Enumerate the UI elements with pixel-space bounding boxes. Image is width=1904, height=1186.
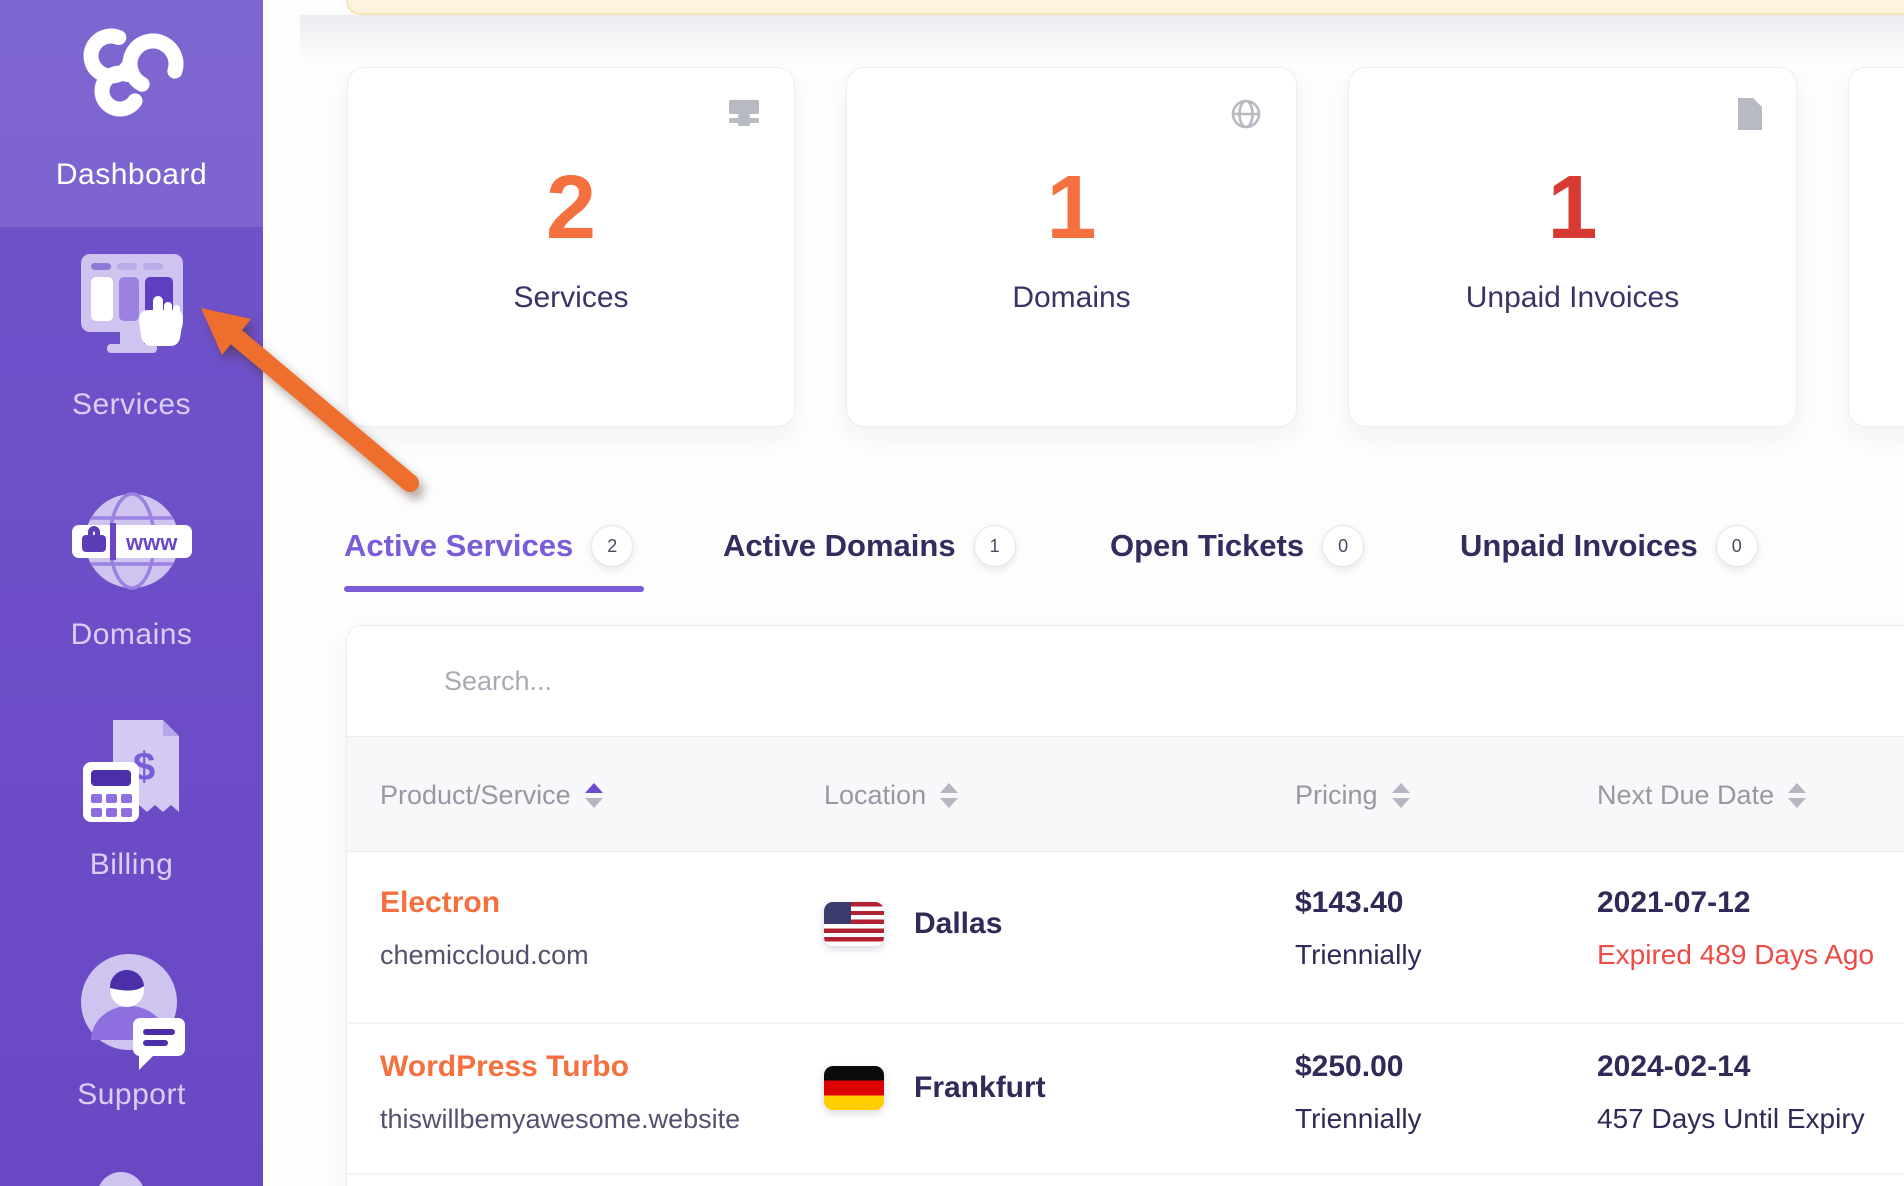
table-header: Product/Service Location Pricing Next Du… [347,736,1904,852]
annotation-arrow [201,308,419,492]
sort-icon [1788,782,1807,808]
location-name: Dallas [914,907,1003,940]
location-name: Frankfurt [914,1071,1046,1104]
column-header-next-due-date[interactable]: Next Due Date [1597,737,1807,853]
tab-open-tickets[interactable]: Open Tickets 0 [1110,519,1365,573]
sidebar-item-billing[interactable]: Billing [89,848,174,881]
tab-count-badge: 0 [1715,525,1758,567]
logo-icon [83,28,183,117]
next-due-date: 2024-02-14 [1597,1050,1751,1083]
column-header-pricing[interactable]: Pricing [1295,737,1410,853]
sort-icon [940,782,959,808]
svg-text:www: www [125,530,178,555]
stat-card-domains[interactable]: 1 Domains [846,67,1297,427]
chemicloud-logo[interactable] [0,26,263,121]
stat-card-services[interactable]: 2 Services [347,67,795,427]
stat-card-unpaid-invoices[interactable]: 1 Unpaid Invoices [1348,67,1797,427]
tab-label: Active Services [344,528,574,563]
billing-icon: $ [0,714,263,826]
column-header-product-service[interactable]: Product/Service [380,737,603,853]
tab-label: Open Tickets [1110,528,1305,563]
sidebar: Dashboard Services [0,0,263,1186]
germany-flag-icon [824,1066,884,1110]
table-row[interactable]: WordPress Turbo thiswillbemyawesome.webs… [347,1024,1904,1175]
server-icon [728,98,760,133]
search-row [347,626,1904,736]
sidebar-item-domains[interactable]: Domains [70,618,193,651]
stat-card-label: Domains [1012,281,1131,314]
globe-icon [1230,98,1262,135]
sort-icon [584,782,603,808]
billing-cycle: Triennially [1295,939,1422,970]
expiry-status: 457 Days Until Expiry [1597,1103,1865,1134]
tab-active-services[interactable]: Active Services 2 [344,519,634,573]
notification-banner [346,0,1904,15]
tab-count-badge: 0 [1322,525,1365,567]
sidebar-item-dashboard[interactable]: Dashboard [55,158,208,191]
service-name-link[interactable]: WordPress Turbo [380,1050,629,1083]
expiry-status: Expired 489 Days Ago [1597,939,1875,970]
sidebar-next-item-icon [97,1172,145,1186]
tab-count-badge: 1 [973,525,1016,567]
search-input[interactable] [444,626,1844,736]
stat-card-partial [1848,67,1904,427]
services-count: 2 [545,158,597,258]
tab-unpaid-invoices[interactable]: Unpaid Invoices 0 [1460,519,1758,573]
active-tab-underline [344,586,644,592]
active-services-panel: Product/Service Location Pricing Next Du… [346,625,1904,1186]
service-name-link[interactable]: Electron [380,886,501,919]
sidebar-item-support[interactable]: Support [77,1078,186,1111]
support-icon [0,944,263,1070]
column-header-location[interactable]: Location [824,737,959,853]
billing-cycle: Triennially [1295,1103,1422,1134]
tab-label: Active Domains [723,528,956,563]
sort-icon [1391,782,1410,808]
service-price: $143.40 [1295,886,1404,919]
table-row-partial [347,1175,1904,1186]
domains-icon: www [0,483,263,599]
next-due-date: 2021-07-12 [1597,886,1751,919]
service-domain: chemiccloud.com [380,940,589,970]
tab-label: Unpaid Invoices [1460,528,1698,563]
unpaid-invoices-count: 1 [1547,158,1598,258]
table-row[interactable]: Electron chemiccloud.com Dallas $143.40 … [347,852,1904,1024]
banner-shadow [300,15,1904,61]
sidebar-item-services[interactable]: Services [71,388,192,421]
service-price: $250.00 [1295,1050,1404,1083]
tab-active-domains[interactable]: Active Domains 1 [723,519,1016,573]
domains-count: 1 [1046,158,1097,258]
stat-card-label: Unpaid Invoices [1465,281,1680,314]
document-icon [1736,98,1762,135]
service-domain: thiswillbemyawesome.website [380,1104,741,1134]
tab-count-badge: 2 [591,525,634,567]
us-flag-icon [824,902,884,946]
services-icon [0,250,263,360]
stat-card-label: Services [513,281,629,314]
